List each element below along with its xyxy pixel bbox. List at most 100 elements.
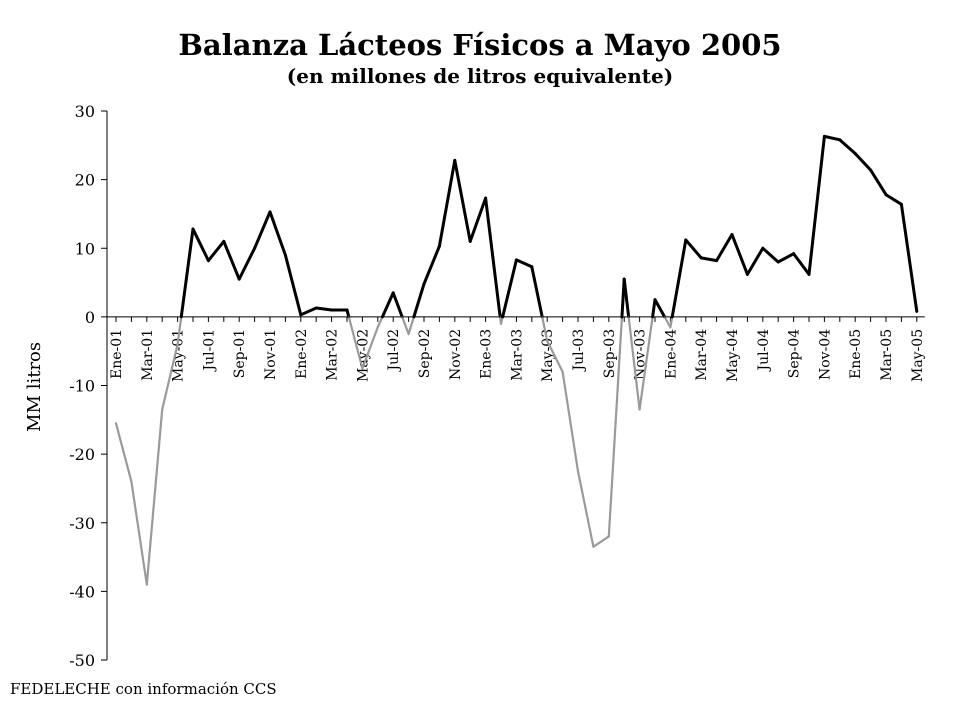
series-segment-positive [283, 253, 303, 317]
x-tick-label: Sep-02 [417, 329, 433, 378]
series-segment-positive [776, 252, 796, 264]
series-segment-positive [191, 227, 210, 263]
series-segment-positive [530, 265, 544, 319]
series-segment-positive [853, 152, 873, 172]
series-segment-positive [761, 246, 780, 264]
x-tick-label: May-02 [355, 329, 371, 382]
series-segment-positive [237, 246, 257, 281]
x-tick-label: Ene-01 [109, 329, 125, 379]
series-segment-negative [130, 480, 148, 586]
chart-subtitle: (en millones de litros equivalente) [286, 64, 674, 88]
x-tick-label: Jul-01 [201, 329, 217, 373]
series-segment-positive [222, 239, 241, 281]
y-tick-label: 20 [75, 171, 95, 190]
series-segment-negative [176, 315, 183, 346]
series-segment-positive [651, 298, 657, 319]
series-segment-negative [376, 315, 384, 329]
series-segment-positive [899, 202, 919, 313]
series-segment-positive [838, 138, 857, 156]
x-tick-label: May-05 [910, 329, 926, 382]
series-segment-positive [730, 233, 749, 276]
series-segment-positive [391, 291, 404, 319]
x-tick-label: Jul-02 [386, 329, 402, 373]
series-segment-positive [822, 134, 842, 142]
series-segment-positive [345, 308, 351, 319]
series-segment-negative [145, 408, 164, 586]
series-segment-negative [407, 315, 415, 336]
x-tick-label: May-01 [171, 329, 187, 382]
series-segment-positive [380, 291, 395, 319]
x-tick-label: Nov-04 [817, 329, 833, 380]
y-axis-title: MM litros [24, 342, 45, 432]
series-segment-positive [807, 134, 826, 276]
series-segment-negative [638, 315, 654, 411]
x-tick-label: Sep-04 [787, 329, 803, 378]
series-segment-positive [253, 210, 272, 250]
y-axis-ticks: 30 20 10 0 -10 -20 -30 -40 -50 [69, 102, 107, 670]
y-tick-label: -20 [69, 445, 95, 464]
y-tick-label: 10 [75, 239, 95, 258]
x-tick-label: Sep-01 [232, 329, 248, 378]
series-segment-negative [161, 343, 179, 411]
series-segment-negative [541, 315, 549, 342]
x-tick-label: Jul-03 [571, 329, 587, 373]
series-segment-negative [546, 339, 564, 373]
y-tick-label: -50 [69, 651, 95, 670]
series-segment-positive [699, 256, 719, 263]
series-segment-positive [514, 258, 534, 269]
y-tick-label: 0 [85, 308, 95, 327]
y-tick-label: -10 [69, 377, 95, 396]
series-segment-negative [607, 315, 624, 538]
series-segment-positive [622, 277, 631, 319]
series-segment-positive [412, 282, 426, 319]
x-axis-ticks: Ene-01 Mar-01 May-01 Jul-01 Sep-01 Nov-01 Ene-… [109, 316, 926, 382]
x-tick-label: Ene-04 [663, 329, 679, 379]
x-tick-label: Nov-02 [448, 329, 464, 380]
series-segment-negative [361, 326, 379, 370]
series-segment-negative [663, 315, 672, 329]
x-tick-label: Ene-05 [848, 329, 864, 379]
x-tick-label: Mar-03 [509, 329, 525, 381]
series-segment-negative [561, 370, 580, 473]
series-segment-positive [653, 298, 667, 319]
series-segment-positive [884, 193, 903, 206]
series-segment-negative [627, 315, 641, 411]
y-tick-label: -40 [69, 582, 95, 601]
x-tick-label: Sep-03 [602, 329, 618, 378]
series-segment-negative [114, 422, 133, 483]
series-segment-positive [299, 306, 318, 317]
series-layer [114, 134, 919, 586]
x-tick-label: Mar-02 [325, 329, 341, 381]
series-segment-negative [347, 315, 364, 370]
x-tick-label: Mar-04 [694, 329, 710, 381]
series-segment-positive [468, 196, 488, 243]
series-segment-negative [401, 315, 410, 336]
series-segment-positive [869, 168, 888, 197]
series-segment-positive [314, 306, 334, 312]
source-note: FEDELECHE con información CCS [10, 680, 277, 698]
x-tick-label: May-04 [725, 329, 741, 382]
x-tick-label: May-03 [540, 329, 556, 382]
series-segment-positive [684, 238, 703, 260]
series-segment-positive [501, 258, 518, 319]
series-segment-positive [484, 196, 502, 319]
y-tick-label: -30 [69, 514, 95, 533]
series-segment-negative [669, 315, 674, 329]
x-tick-label: Mar-05 [879, 329, 895, 381]
x-tick-label: Ene-02 [294, 329, 310, 379]
x-tick-label: Jul-04 [756, 329, 772, 373]
series-segment-positive [792, 252, 811, 276]
series-segment-positive [206, 239, 226, 263]
chart-title: Balanza Lácteos Físicos a Mayo 2005 [178, 28, 782, 62]
x-tick-label: Mar-01 [140, 329, 156, 381]
series-segment-positive [422, 244, 441, 286]
series-segment-positive [453, 158, 472, 243]
x-tick-label: Nov-01 [263, 329, 279, 380]
series-segment-negative [592, 535, 610, 548]
series-segment-positive [715, 233, 734, 263]
y-tick-label: 30 [75, 102, 95, 121]
series-segment-negative [576, 470, 595, 548]
x-tick-label: Ene-03 [479, 329, 495, 379]
series-segment-positive [437, 158, 457, 248]
series-segment-positive [745, 246, 765, 276]
